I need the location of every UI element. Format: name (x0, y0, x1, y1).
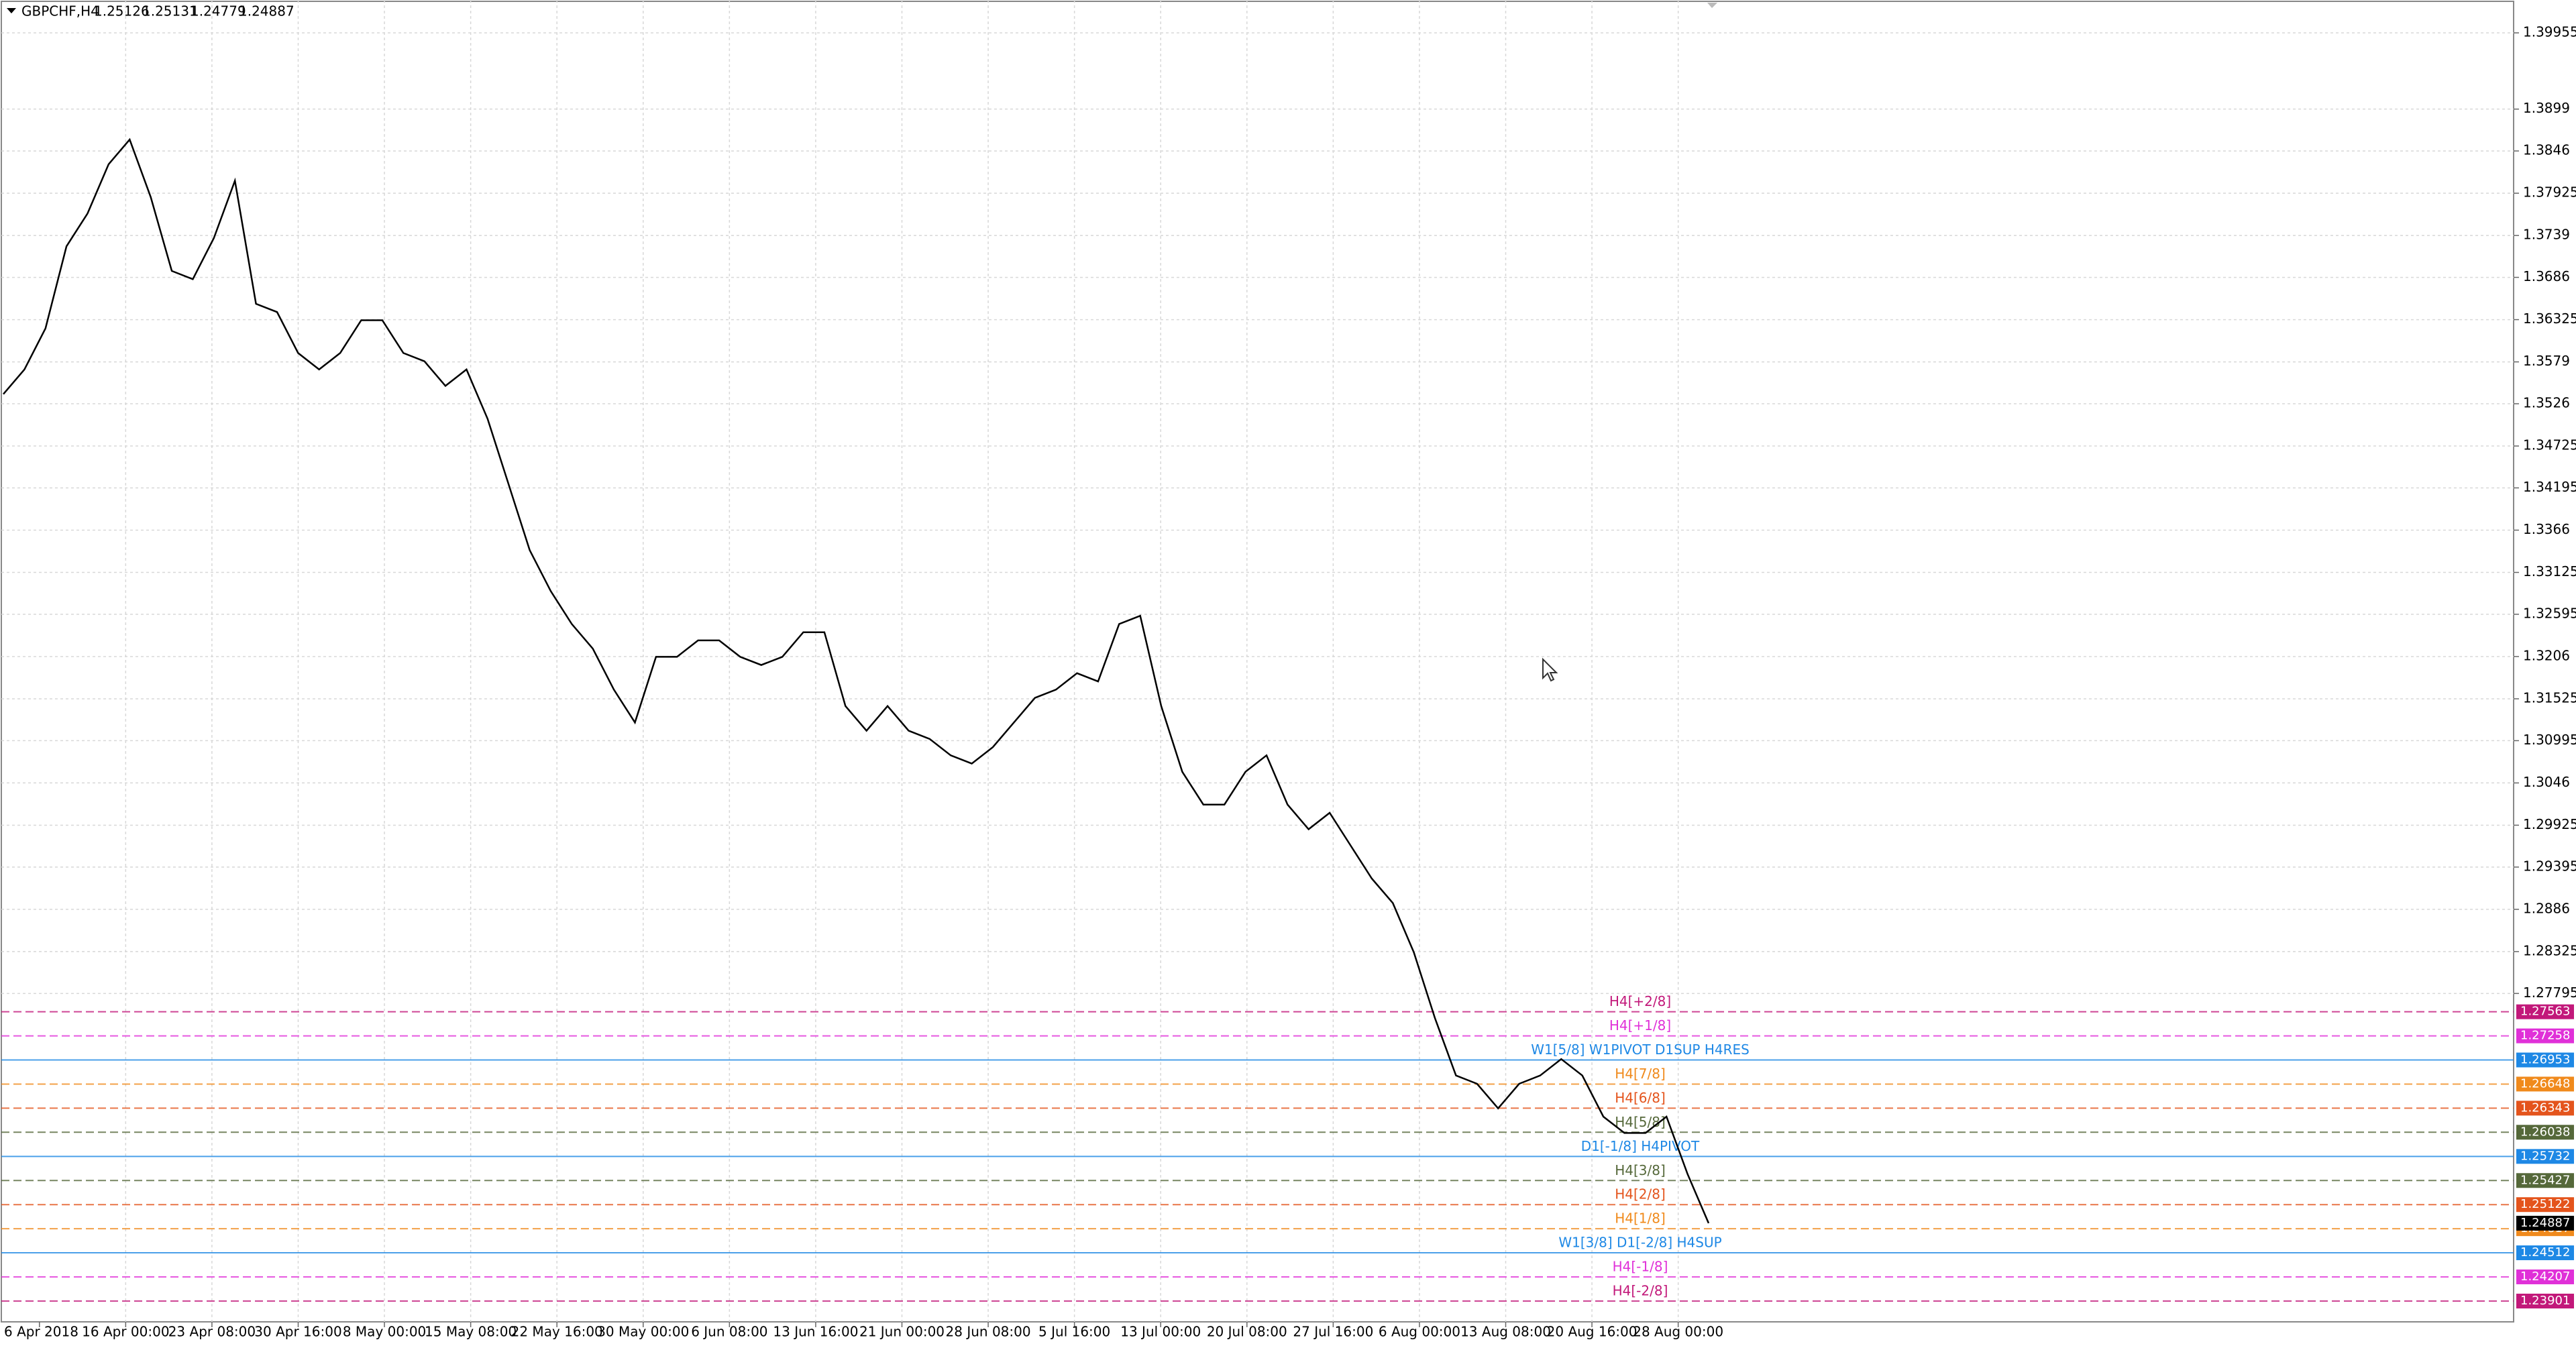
y-tick-label: 1.3206 (2523, 647, 2570, 663)
menu-arrow[interactable] (7, 8, 16, 13)
price-box-label: 1.27258 (2520, 1029, 2570, 1043)
price-box (2516, 1294, 2574, 1309)
level-label: W1[5/8] W1PIVOT D1SUP H4RES (1531, 1042, 1750, 1058)
x-tick-label: 6 Jun 08:00 (691, 1324, 767, 1340)
price-box (2516, 1028, 2574, 1044)
y-tick-label: 1.27795 (2523, 985, 2576, 1001)
price-box (2516, 1245, 2574, 1261)
x-tick-label: 5 Jul 16:00 (1038, 1324, 1110, 1340)
x-tick-label: 23 Apr 08:00 (168, 1324, 256, 1340)
price-box (2516, 1076, 2574, 1092)
last-price-box (2516, 1215, 2574, 1231)
x-tick-label: 15 May 08:00 (425, 1324, 517, 1340)
price-box-label: 1.24207 (2520, 1270, 2570, 1284)
price-box-label: 1.24512 (2520, 1245, 2570, 1259)
price-box-label: 1.26953 (2520, 1053, 2570, 1067)
x-tick-label: 16 Apr 00:00 (82, 1324, 169, 1340)
shift-marker (1707, 3, 1717, 8)
x-tick-label: 6 Apr 2018 (4, 1324, 78, 1340)
price-box-label: 1.23901 (2520, 1294, 2570, 1308)
x-tick-label: 13 Jun 16:00 (773, 1324, 858, 1340)
price-line (3, 137, 1710, 1224)
level-label: H4[5/8] (1615, 1114, 1666, 1130)
price-box (2516, 1052, 2574, 1068)
y-tick-label: 1.2886 (2523, 900, 2570, 916)
close: 1.24887 (239, 3, 294, 19)
y-tick-label: 1.31525 (2523, 689, 2576, 706)
x-tick-label: 21 Jun 00:00 (859, 1324, 945, 1340)
last-price-label: 1.24887 (2520, 1216, 2570, 1230)
y-tick-label: 1.30995 (2523, 732, 2576, 748)
y-tick-label: 1.36325 (2523, 311, 2576, 327)
header: GBPCHF,H4 1.25126 1.25131 1.24779 1.2488… (21, 3, 294, 19)
price-box (2516, 1269, 2574, 1284)
y-tick-label: 1.3579 (2523, 353, 2570, 369)
y-tick-label: 1.29395 (2523, 858, 2576, 874)
price-box-label: 1.26343 (2520, 1101, 2570, 1115)
level-label: W1[3/8] D1[-2/8] H4SUP (1558, 1235, 1721, 1251)
high: 1.25131 (142, 3, 198, 19)
price-box (2516, 1004, 2574, 1019)
y-tick-label: 1.33125 (2523, 563, 2576, 579)
y-tick-label: 1.39955 (2523, 24, 2576, 40)
level-label: H4[1/8] (1615, 1211, 1666, 1227)
level-label: H4[+2/8] (1609, 993, 1671, 1009)
x-tick-label: 8 May 00:00 (343, 1324, 426, 1340)
y-tick-label: 1.3739 (2523, 227, 2570, 243)
price-box (2516, 1173, 2574, 1188)
price-box (2516, 1101, 2574, 1116)
y-tick-label: 1.3846 (2523, 142, 2570, 158)
level-label: H4[-2/8] (1613, 1283, 1668, 1299)
x-tick-label: 22 May 16:00 (511, 1324, 603, 1340)
price-box-label: 1.25122 (2520, 1197, 2570, 1211)
y-tick-label: 1.34725 (2523, 437, 2576, 453)
x-tick-label: 20 Aug 16:00 (1547, 1324, 1638, 1340)
level-label: H4[-1/8] (1613, 1258, 1668, 1274)
y-tick-label: 1.34195 (2523, 479, 2576, 495)
level-label: H4[2/8] (1615, 1186, 1666, 1202)
x-tick-label: 30 May 00:00 (597, 1324, 689, 1340)
x-tick-label: 28 Jun 08:00 (946, 1324, 1031, 1340)
y-tick-label: 1.32595 (2523, 605, 2576, 621)
y-tick-label: 1.3046 (2523, 774, 2570, 790)
mouse-cursor (1542, 657, 1558, 682)
y-tick-label: 1.3686 (2523, 268, 2570, 284)
level-label: H4[6/8] (1615, 1090, 1666, 1106)
y-tick-label: 1.29925 (2523, 816, 2576, 832)
level-label: H4[3/8] (1615, 1162, 1666, 1178)
open: 1.25126 (94, 3, 150, 19)
level-label: H4[+1/8] (1609, 1017, 1671, 1033)
y-tick-label: 1.3899 (2523, 100, 2570, 116)
price-box (2516, 1197, 2574, 1213)
level-label: H4[7/8] (1615, 1066, 1666, 1082)
x-tick-label: 13 Jul 00:00 (1120, 1324, 1201, 1340)
y-tick-label: 1.37925 (2523, 184, 2576, 201)
x-tick-label: 20 Jul 08:00 (1207, 1324, 1287, 1340)
price-box (2516, 1149, 2574, 1164)
y-tick-label: 1.28325 (2523, 942, 2576, 958)
x-tick-label: 13 Aug 08:00 (1460, 1324, 1551, 1340)
price-box (2516, 1125, 2574, 1140)
y-tick-label: 1.3366 (2523, 521, 2570, 537)
y-tick-label: 1.3526 (2523, 395, 2570, 411)
x-tick-label: 27 Jul 16:00 (1293, 1324, 1373, 1340)
price-box-label: 1.27563 (2520, 1005, 2570, 1019)
price-box-label: 1.26648 (2520, 1076, 2570, 1090)
symbol: GBPCHF,H4 (21, 3, 99, 19)
plot-frame (1, 1, 2514, 1323)
price-box-label: 1.26038 (2520, 1125, 2570, 1139)
level-label: D1[-1/8] H4PIVOT (1581, 1138, 1700, 1154)
low: 1.24779 (191, 3, 246, 19)
x-tick-label: 28 Aug 00:00 (1633, 1324, 1723, 1340)
price-box-label: 1.25732 (2520, 1149, 2570, 1163)
x-tick-label: 6 Aug 00:00 (1379, 1324, 1460, 1340)
price-box-label: 1.25427 (2520, 1173, 2570, 1187)
x-tick-label: 30 Apr 16:00 (254, 1324, 341, 1340)
